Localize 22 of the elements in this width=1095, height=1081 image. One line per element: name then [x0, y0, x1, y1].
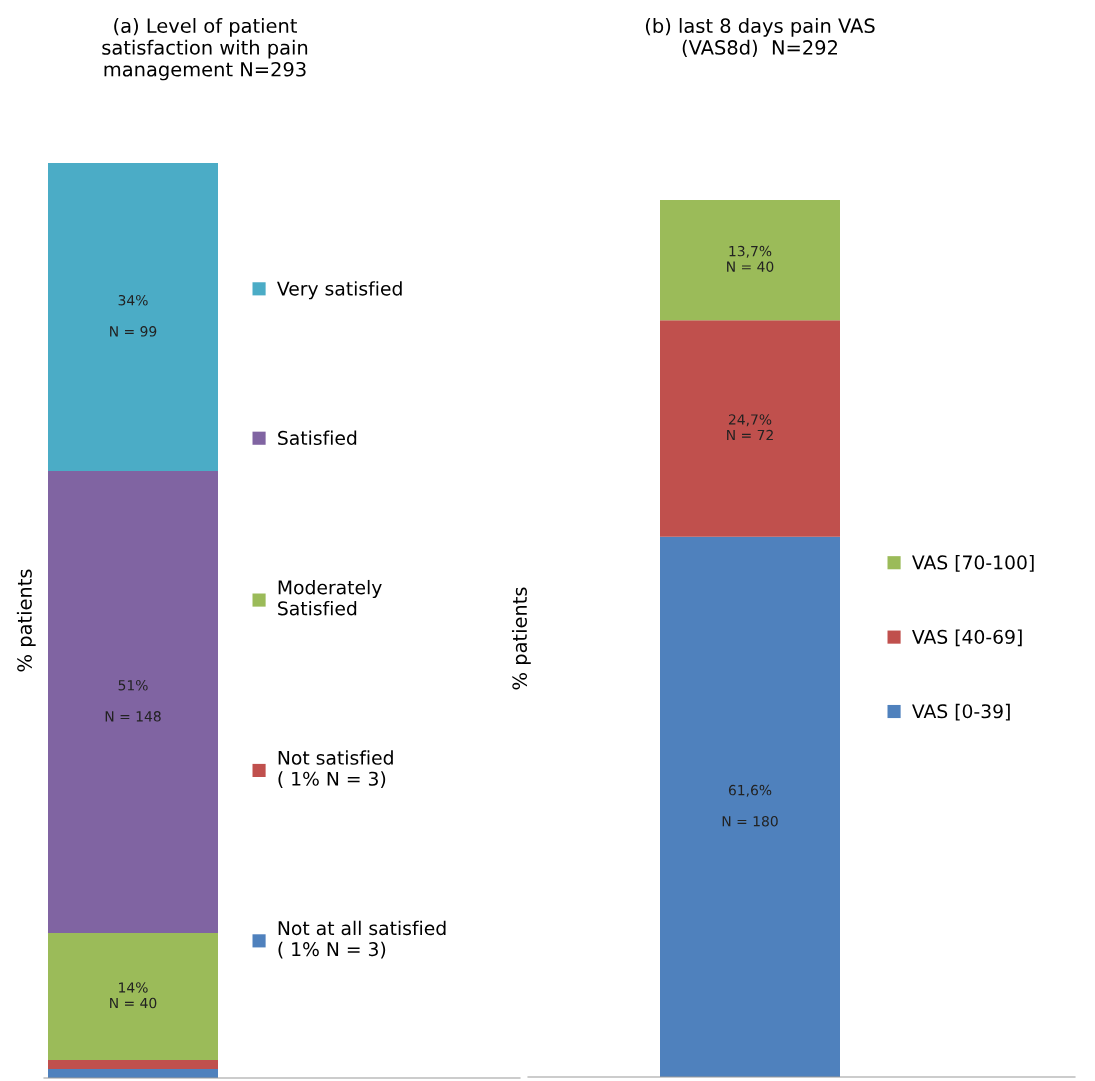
legend-label: Satisfied [278, 430, 357, 446]
data-label: 14% N = 40 [110, 982, 157, 1009]
bar [48, 163, 218, 472]
data-label: 24,7% N = 72 [727, 414, 773, 441]
y-axis-title: % patients [511, 587, 531, 690]
text: 34% N = 99 [110, 294, 157, 337]
legend-label: VAS [0-39] [912, 703, 1010, 721]
y-axis-title: % patients [16, 569, 36, 672]
bar [48, 1059, 218, 1069]
legend-label: Very satisfied [277, 281, 402, 300]
legend-label: VAS [70-100] [912, 555, 1034, 572]
data-label: 13,7% N = 40 [727, 245, 774, 272]
legend-label: Moderately Satisfied [278, 579, 382, 616]
bar [48, 933, 218, 1060]
legend-label: Not satisfied ( 1% N = 3) [278, 750, 393, 789]
legend-label: VAS [40-69] [912, 629, 1022, 647]
bar [48, 471, 218, 934]
text: 51% N = 148 [105, 680, 161, 722]
chart-title: (b) last 8 days pain VAS (VAS8d) N=292 [645, 18, 875, 58]
text: 61,6% N = 180 [722, 784, 778, 827]
chart-title: (a) Level of patient satisfaction with pain management N=293 [102, 18, 308, 81]
legend-label: Not at all satisfied ( 1% N = 3) [278, 920, 446, 959]
